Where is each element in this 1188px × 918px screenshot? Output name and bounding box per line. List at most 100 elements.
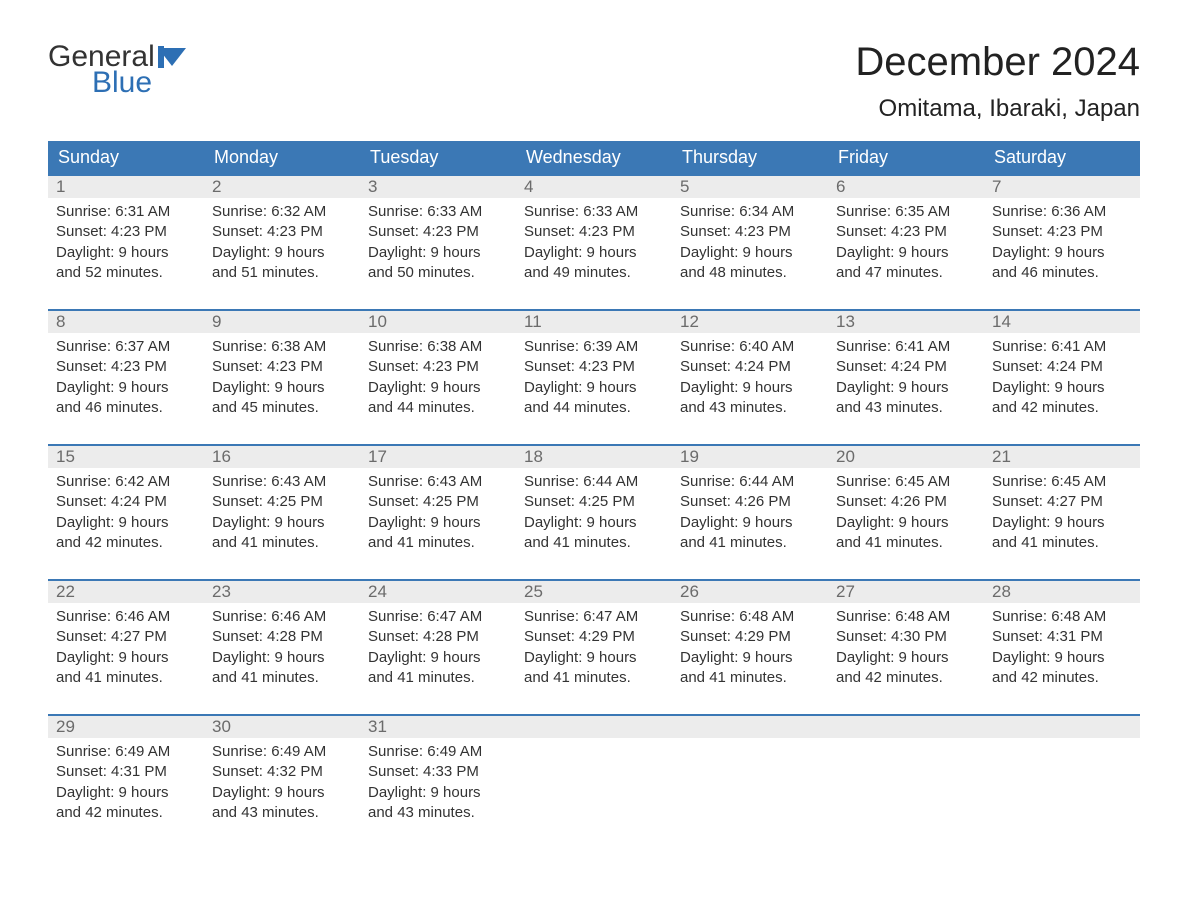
day-number: 30 [204, 716, 360, 738]
day-detail: Sunrise: 6:38 AMSunset: 4:23 PMDaylight:… [360, 333, 516, 436]
day-sr: Sunrise: 6:36 AM [992, 202, 1132, 222]
day-sr: Sunrise: 6:49 AM [212, 742, 352, 762]
week-row: 15161718192021Sunrise: 6:42 AMSunset: 4:… [48, 444, 1140, 571]
day-d2: and 42 minutes. [836, 668, 976, 688]
day-number: 26 [672, 581, 828, 603]
day-detail: Sunrise: 6:40 AMSunset: 4:24 PMDaylight:… [672, 333, 828, 436]
day-detail: Sunrise: 6:41 AMSunset: 4:24 PMDaylight:… [828, 333, 984, 436]
day-d2: and 41 minutes. [212, 668, 352, 688]
day-d2: and 42 minutes. [992, 398, 1132, 418]
day-ss: Sunset: 4:29 PM [680, 627, 820, 647]
detail-row: Sunrise: 6:31 AMSunset: 4:23 PMDaylight:… [48, 198, 1140, 301]
day-ss: Sunset: 4:30 PM [836, 627, 976, 647]
day-sr: Sunrise: 6:43 AM [212, 472, 352, 492]
day-number [828, 716, 984, 738]
day-ss: Sunset: 4:23 PM [368, 222, 508, 242]
day-number: 1 [48, 176, 204, 198]
day-d1: Daylight: 9 hours [992, 378, 1132, 398]
day-d1: Daylight: 9 hours [680, 513, 820, 533]
day-d1: Daylight: 9 hours [212, 243, 352, 263]
day-detail: Sunrise: 6:33 AMSunset: 4:23 PMDaylight:… [516, 198, 672, 301]
day-number: 3 [360, 176, 516, 198]
day-sr: Sunrise: 6:41 AM [992, 337, 1132, 357]
day-d2: and 45 minutes. [212, 398, 352, 418]
day-d2: and 41 minutes. [524, 533, 664, 553]
day-ss: Sunset: 4:26 PM [680, 492, 820, 512]
logo-flag-icon [158, 46, 192, 68]
day-detail: Sunrise: 6:38 AMSunset: 4:23 PMDaylight:… [204, 333, 360, 436]
day-number: 21 [984, 446, 1140, 468]
day-number: 24 [360, 581, 516, 603]
day-number: 12 [672, 311, 828, 333]
week-row: 293031Sunrise: 6:49 AMSunset: 4:31 PMDay… [48, 714, 1140, 841]
day-d1: Daylight: 9 hours [368, 378, 508, 398]
day-d1: Daylight: 9 hours [992, 648, 1132, 668]
day-ss: Sunset: 4:23 PM [524, 357, 664, 377]
day-detail [828, 738, 984, 841]
day-detail: Sunrise: 6:48 AMSunset: 4:29 PMDaylight:… [672, 603, 828, 706]
day-d2: and 43 minutes. [212, 803, 352, 823]
day-number: 16 [204, 446, 360, 468]
day-detail [672, 738, 828, 841]
day-ss: Sunset: 4:31 PM [992, 627, 1132, 647]
day-sr: Sunrise: 6:33 AM [524, 202, 664, 222]
day-number: 8 [48, 311, 204, 333]
day-detail: Sunrise: 6:47 AMSunset: 4:29 PMDaylight:… [516, 603, 672, 706]
day-number: 2 [204, 176, 360, 198]
day-number: 17 [360, 446, 516, 468]
day-sr: Sunrise: 6:48 AM [680, 607, 820, 627]
month-title: December 2024 [855, 40, 1140, 85]
day-number: 28 [984, 581, 1140, 603]
day-sr: Sunrise: 6:43 AM [368, 472, 508, 492]
day-detail: Sunrise: 6:46 AMSunset: 4:27 PMDaylight:… [48, 603, 204, 706]
header-block: General Blue December 2024 Omitama, Ibar… [48, 40, 1140, 123]
day-detail: Sunrise: 6:36 AMSunset: 4:23 PMDaylight:… [984, 198, 1140, 301]
day-detail: Sunrise: 6:43 AMSunset: 4:25 PMDaylight:… [204, 468, 360, 571]
day-d2: and 42 minutes. [992, 668, 1132, 688]
day-number [672, 716, 828, 738]
day-number: 11 [516, 311, 672, 333]
week-row: 891011121314Sunrise: 6:37 AMSunset: 4:23… [48, 309, 1140, 436]
day-number: 10 [360, 311, 516, 333]
day-d1: Daylight: 9 hours [524, 378, 664, 398]
day-d2: and 51 minutes. [212, 263, 352, 283]
day-number: 7 [984, 176, 1140, 198]
day-detail: Sunrise: 6:47 AMSunset: 4:28 PMDaylight:… [360, 603, 516, 706]
detail-row: Sunrise: 6:46 AMSunset: 4:27 PMDaylight:… [48, 603, 1140, 706]
day-ss: Sunset: 4:24 PM [56, 492, 196, 512]
day-detail: Sunrise: 6:44 AMSunset: 4:25 PMDaylight:… [516, 468, 672, 571]
day-sr: Sunrise: 6:45 AM [992, 472, 1132, 492]
day-ss: Sunset: 4:32 PM [212, 762, 352, 782]
day-detail: Sunrise: 6:49 AMSunset: 4:32 PMDaylight:… [204, 738, 360, 841]
day-d2: and 41 minutes. [524, 668, 664, 688]
day-sr: Sunrise: 6:48 AM [992, 607, 1132, 627]
day-detail: Sunrise: 6:34 AMSunset: 4:23 PMDaylight:… [672, 198, 828, 301]
day-number: 22 [48, 581, 204, 603]
day-d2: and 43 minutes. [836, 398, 976, 418]
day-ss: Sunset: 4:23 PM [56, 222, 196, 242]
day-sr: Sunrise: 6:39 AM [524, 337, 664, 357]
day-ss: Sunset: 4:23 PM [212, 222, 352, 242]
day-ss: Sunset: 4:24 PM [836, 357, 976, 377]
day-d2: and 41 minutes. [680, 668, 820, 688]
calendar: SundayMondayTuesdayWednesdayThursdayFrid… [48, 141, 1140, 841]
day-detail: Sunrise: 6:45 AMSunset: 4:27 PMDaylight:… [984, 468, 1140, 571]
day-detail: Sunrise: 6:48 AMSunset: 4:31 PMDaylight:… [984, 603, 1140, 706]
day-detail: Sunrise: 6:45 AMSunset: 4:26 PMDaylight:… [828, 468, 984, 571]
detail-row: Sunrise: 6:49 AMSunset: 4:31 PMDaylight:… [48, 738, 1140, 841]
weekday-header: Thursday [672, 141, 828, 174]
day-d2: and 52 minutes. [56, 263, 196, 283]
logo-word2: Blue [92, 66, 192, 100]
day-detail: Sunrise: 6:39 AMSunset: 4:23 PMDaylight:… [516, 333, 672, 436]
day-ss: Sunset: 4:31 PM [56, 762, 196, 782]
day-d2: and 44 minutes. [524, 398, 664, 418]
detail-row: Sunrise: 6:37 AMSunset: 4:23 PMDaylight:… [48, 333, 1140, 436]
day-d2: and 42 minutes. [56, 533, 196, 553]
daynum-row: 22232425262728 [48, 581, 1140, 603]
day-sr: Sunrise: 6:48 AM [836, 607, 976, 627]
day-number: 14 [984, 311, 1140, 333]
day-d1: Daylight: 9 hours [212, 378, 352, 398]
day-sr: Sunrise: 6:46 AM [56, 607, 196, 627]
day-ss: Sunset: 4:23 PM [680, 222, 820, 242]
day-ss: Sunset: 4:23 PM [56, 357, 196, 377]
